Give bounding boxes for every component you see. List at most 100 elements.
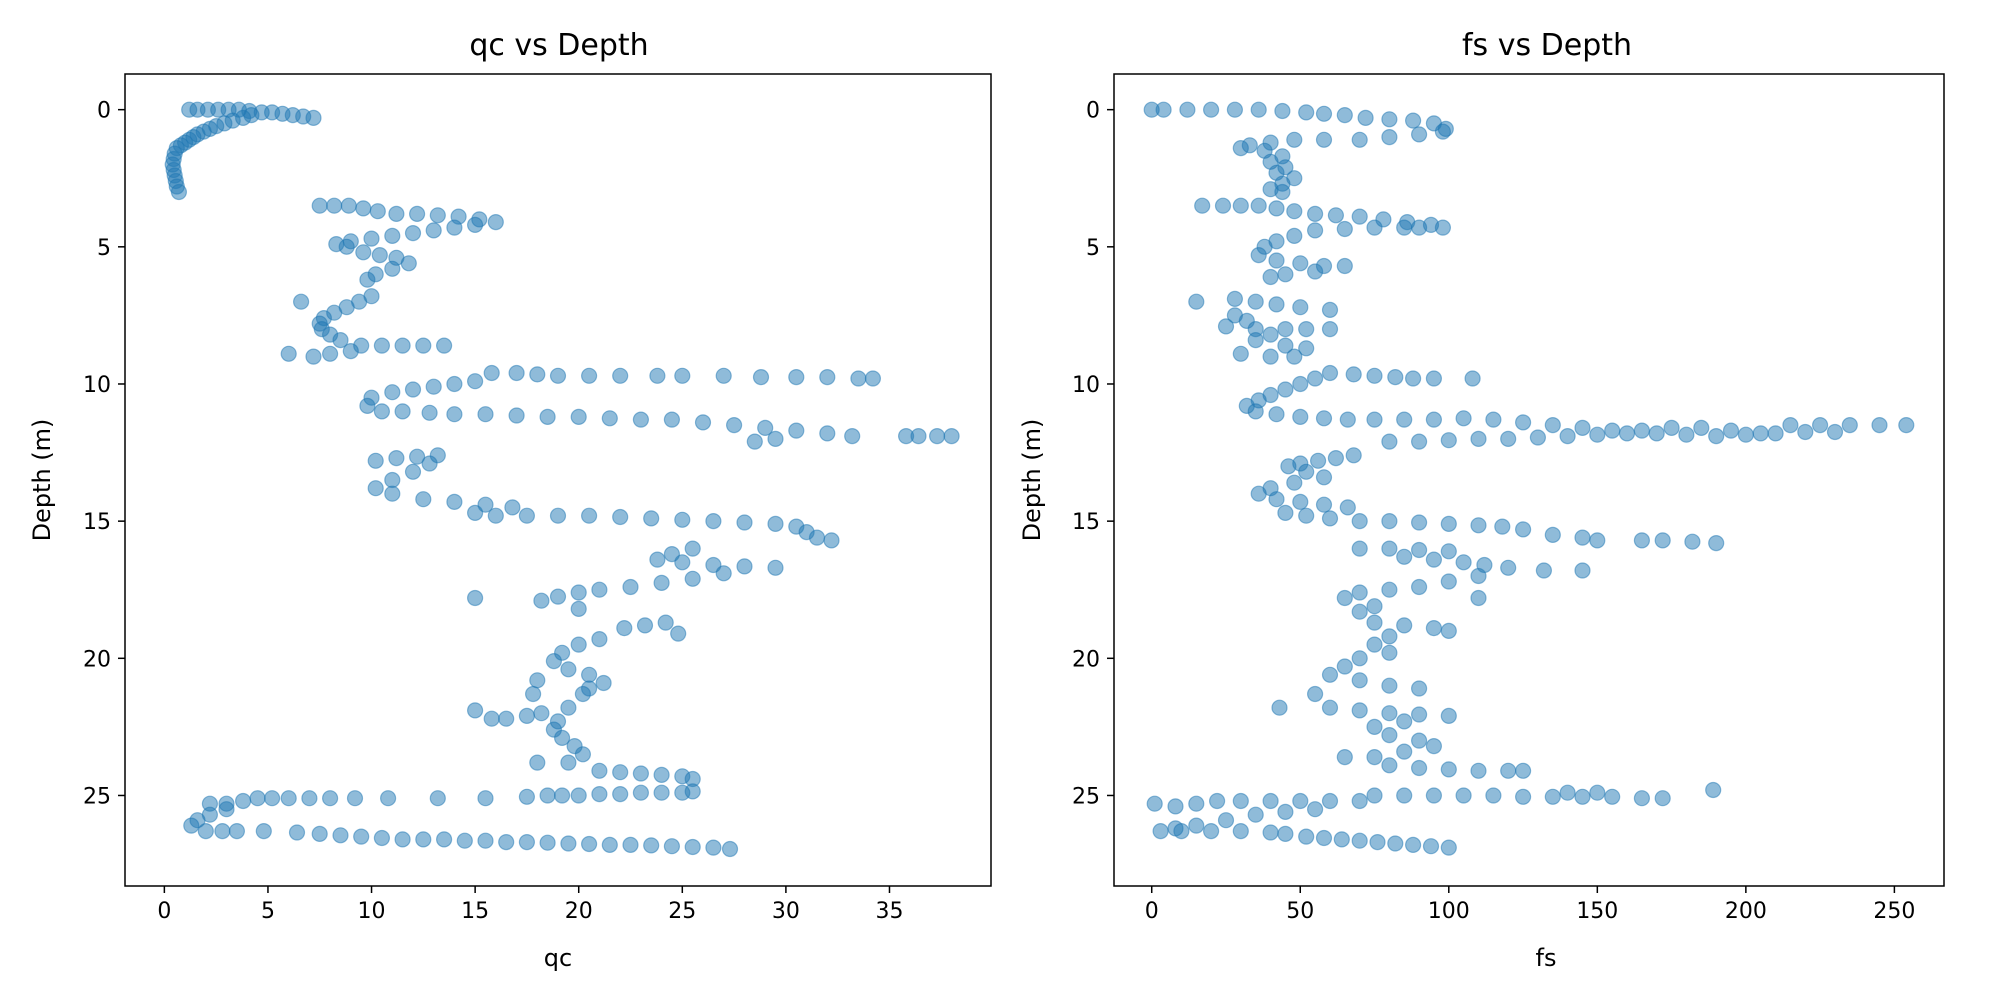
fs-x-tick-label: 100 [1428,899,1470,924]
fs-data-point [1589,784,1606,801]
fs-data-point [1306,685,1324,703]
qc-data-point [342,343,359,360]
qc-data-point [533,705,550,722]
fs-data-point [1654,790,1671,807]
fs-data-point [1298,340,1315,357]
qc-data-point [421,404,438,421]
qc-data-point [425,222,442,239]
qc-data-point [436,831,453,848]
fs-data-point [1286,474,1303,491]
fs-data-point [1434,219,1452,236]
qc-data-point [591,762,608,779]
fs-data-point [1262,348,1279,365]
qc-data-point [580,367,598,384]
fs-data-point [1274,102,1291,120]
qc-data-point [643,837,660,854]
fs-data-point [1188,817,1205,834]
qc-data-point [518,833,536,851]
qc-data-point [539,408,556,425]
fs-data-point [1351,540,1368,557]
fs-data-point [1396,219,1413,236]
qc-data-point [533,592,550,609]
fs-data-point [1500,559,1517,576]
fs-data-point [1277,321,1294,338]
fs-data-point [1351,603,1368,620]
fs-data-point [1898,417,1915,434]
qc-data-point [736,558,753,575]
qc-data-point [612,508,629,526]
fs-data-point [1387,369,1404,386]
fs-data-point [1535,562,1553,579]
fs-data-point [1404,112,1422,129]
fs-data-point [1544,417,1561,434]
qc-data-point [529,366,546,383]
qc-data-point [409,205,426,222]
fs-data-point [1705,781,1722,799]
qc-data-point [384,471,401,489]
qc-data-point [477,406,494,423]
qc-data-point [616,619,633,637]
fs-data-point [1604,422,1621,439]
qc-data-point [819,369,836,386]
fs-data-point [1351,208,1368,225]
fs-data-point [1440,573,1457,590]
qc-x-tick-label: 20 [565,899,593,924]
fs-data-point [1633,790,1651,807]
qc-data-point [467,216,484,233]
fs-data-point [1559,784,1576,801]
fs-data-point [1250,101,1267,118]
qc-data-point [788,422,805,439]
fs-data-point [1277,266,1294,283]
fs-data-point [1366,598,1383,615]
fs-data-point [1381,512,1398,530]
fs-data-point [1797,423,1814,441]
fs-data-point [1559,428,1576,445]
qc-data-point [591,630,608,648]
qc-data-point [363,230,380,247]
qc-x-tick-label: 35 [875,899,903,924]
fs-data-point [1589,532,1606,549]
fs-data-point [1351,702,1368,719]
fs-data-point [1250,247,1267,264]
qc-data-point [504,499,521,516]
fs-data-point [1277,337,1294,354]
fs-data-point [1298,104,1315,121]
qc-x-tick-label: 10 [358,899,386,924]
fs-data-point [1678,426,1695,443]
qc-data-point [301,790,318,807]
qc-data-point [549,588,567,605]
fs-data-point [1464,370,1481,387]
fs-data-point [1321,364,1339,382]
qc-data-point [767,430,784,447]
qc-y-tick-label: 5 [97,236,111,261]
qc-data-point [487,214,504,231]
fs-data-point [1268,406,1285,423]
fs-data-point [1208,792,1226,810]
qc-data-point [183,817,200,834]
qc-data-point [928,428,946,445]
fs-data-point [1214,197,1232,214]
fs-data-point [1232,197,1249,214]
fs-data-point [1708,534,1725,552]
fs-data-point [1298,828,1315,845]
qc-data-point [844,428,861,445]
fs-data-point [1351,131,1368,148]
qc-data-point [910,428,927,445]
fs-data-point [1286,227,1303,244]
fs-data-point [1366,411,1383,428]
qc-data-point [560,754,577,771]
fs-data-point [1232,792,1249,810]
fs-data-point [1315,829,1333,847]
qc-data-point [570,600,587,618]
fs-data-point [1339,499,1356,516]
fs-data-point [1321,301,1339,318]
fs-data-point [1351,672,1368,689]
fs-data-point [1152,822,1169,840]
qc-x-tick-label: 15 [461,899,489,924]
fs-data-point [1500,430,1517,447]
qc-data-point [574,685,592,703]
qc-data-point [539,787,556,804]
qc-data-point [705,839,722,856]
fs-data-point [1315,410,1333,427]
fs-data-point [1529,429,1547,446]
